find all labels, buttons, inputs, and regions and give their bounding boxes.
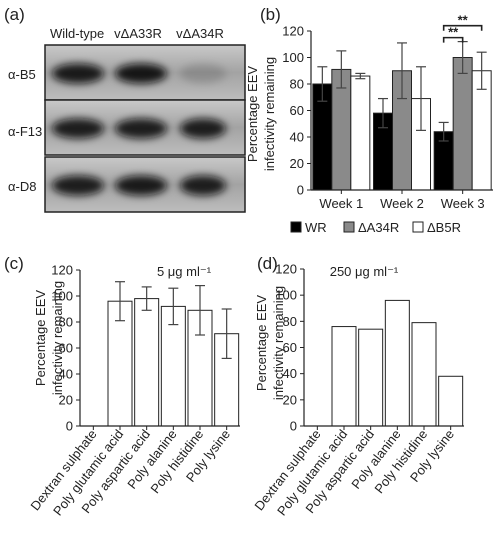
chart-b-xtick-label-week-2: Week 2 bbox=[380, 196, 424, 211]
legend-label-da34r: ΔA34R bbox=[358, 220, 399, 235]
blot-band-d8-wild-type bbox=[52, 175, 104, 196]
chart-c-ylabel-line2: infectivity remaining bbox=[50, 281, 65, 395]
row-label-f13: α-F13 bbox=[8, 124, 42, 139]
chart-c-ytick-label-20: 20 bbox=[59, 393, 73, 408]
blot-band-f13-v-a33r bbox=[115, 118, 167, 139]
lane-label-wild-type: Wild-type bbox=[50, 26, 104, 41]
chart-d-ytick-label-100: 100 bbox=[275, 288, 297, 303]
blot-band-b5-v-a33r bbox=[115, 63, 167, 84]
chart-c: (c) 5 μg ml⁻¹ Percentage EEV infectivity… bbox=[4, 254, 240, 518]
chart-b-ytick-label-80: 80 bbox=[290, 77, 304, 92]
blot-band-b5-v-a34r bbox=[180, 63, 226, 84]
lane-label-va34r: vΔA34R bbox=[176, 26, 224, 41]
row-label-b5: α-B5 bbox=[8, 67, 36, 82]
chart-b-ytick-label-120: 120 bbox=[282, 24, 304, 39]
chart-b-ytick-label-100: 100 bbox=[282, 50, 304, 65]
chart-d-bar-s0-poly-alanine bbox=[384, 299, 410, 427]
chart-c-ytick-label-40: 40 bbox=[59, 367, 73, 382]
legend-swatch-da34r bbox=[343, 221, 355, 233]
chart-d-bar-s0-poly-histidine bbox=[411, 322, 437, 427]
chart-d-ytick-label-20: 20 bbox=[283, 392, 297, 407]
chart-d-bar-s0-poly-lysine bbox=[438, 375, 464, 427]
lane-label-va33r: vΔA33R bbox=[114, 26, 162, 41]
chart-d-bar-s0-poly-glutamic-acid bbox=[331, 326, 357, 427]
blot-band-b5-wild-type bbox=[52, 63, 104, 84]
chart-b-ytick-label-40: 40 bbox=[290, 130, 304, 145]
legend-swatch-wr bbox=[290, 221, 302, 233]
panel-c-label: (c) bbox=[4, 254, 24, 273]
chart-c-title: 5 μg ml⁻¹ bbox=[157, 264, 212, 279]
chart-c-bar-s0-poly-alanine bbox=[160, 305, 186, 427]
chart-b-significance-label-1: ** bbox=[448, 25, 459, 40]
chart-c-ytick-label-100: 100 bbox=[51, 289, 73, 304]
chart-b-ylabel-line2: infectivity remaining bbox=[262, 57, 277, 171]
chart-d-bar-s0-poly-aspartic-acid bbox=[358, 328, 384, 427]
chart-b-bar-a34r-week-3 bbox=[452, 57, 473, 191]
chart-b-ytick-label-60: 60 bbox=[290, 103, 304, 118]
panel-b-label: (b) bbox=[260, 5, 281, 24]
chart-b-significance-bracket-1 bbox=[442, 36, 464, 43]
chart-d: (d) 250 μg ml⁻¹ Percentage EEV infectivi… bbox=[251, 254, 464, 518]
legend-label-db5r: ΔB5R bbox=[427, 220, 461, 235]
chart-d-ytick-label-0: 0 bbox=[290, 419, 297, 434]
legend-swatch-db5r bbox=[412, 221, 424, 233]
chart-c-ytick-label-80: 80 bbox=[59, 315, 73, 330]
chart-d-ytick-label-60: 60 bbox=[283, 340, 297, 355]
chart-b-ytick-label-0: 0 bbox=[297, 183, 304, 198]
chart-d-ylabel-line2: infectivity remaining bbox=[271, 286, 286, 400]
chart-b-xtick-label-week-3: Week 3 bbox=[441, 196, 485, 211]
chart-c-ytick-label-120: 120 bbox=[51, 263, 73, 278]
chart-d-title: 250 μg ml⁻¹ bbox=[330, 264, 399, 279]
chart-b-xtick-label-week-1: Week 1 bbox=[319, 196, 363, 211]
chart-b-ytick-label-20: 20 bbox=[290, 156, 304, 171]
chart-c-ytick-label-0: 0 bbox=[66, 419, 73, 434]
chart-b-bar-b5r-week-1 bbox=[350, 75, 371, 191]
blot-band-f13-v-a34r bbox=[180, 118, 226, 139]
legend-label-wr: WR bbox=[305, 220, 327, 235]
chart-c-ytick-label-60: 60 bbox=[59, 341, 73, 356]
blot-band-f13-wild-type bbox=[52, 118, 104, 139]
chart-d-ytick-label-40: 40 bbox=[283, 366, 297, 381]
chart-d-ylabel-line1: Percentage EEV bbox=[254, 295, 269, 391]
chart-b-legend: WR ΔA34R ΔB5R bbox=[290, 220, 461, 235]
chart-b-significance-label-0: ** bbox=[458, 13, 469, 28]
chart-d-ytick-label-80: 80 bbox=[283, 314, 297, 329]
panel-a-label: (a) bbox=[4, 5, 25, 24]
blot-band-d8-v-a33r bbox=[115, 175, 167, 196]
blot-panel: (a) Wild-type vΔA33R vΔA34R α-B5 α-F13 α… bbox=[4, 5, 246, 213]
row-label-d8: α-D8 bbox=[8, 179, 36, 194]
blot-band-d8-v-a34r bbox=[180, 175, 226, 196]
chart-d-ytick-label-120: 120 bbox=[275, 262, 297, 277]
chart-b-significance-bracket-0 bbox=[442, 24, 483, 31]
chart-c-ylabel-line1: Percentage EEV bbox=[33, 290, 48, 386]
chart-b-ylabel-line1: Percentage EEV bbox=[245, 66, 260, 162]
panel-d-label: (d) bbox=[257, 254, 278, 273]
chart-b: (b) Percentage EEV infectivity remaining… bbox=[245, 5, 493, 235]
chart-c-bar-s0-poly-aspartic-acid bbox=[134, 298, 160, 427]
